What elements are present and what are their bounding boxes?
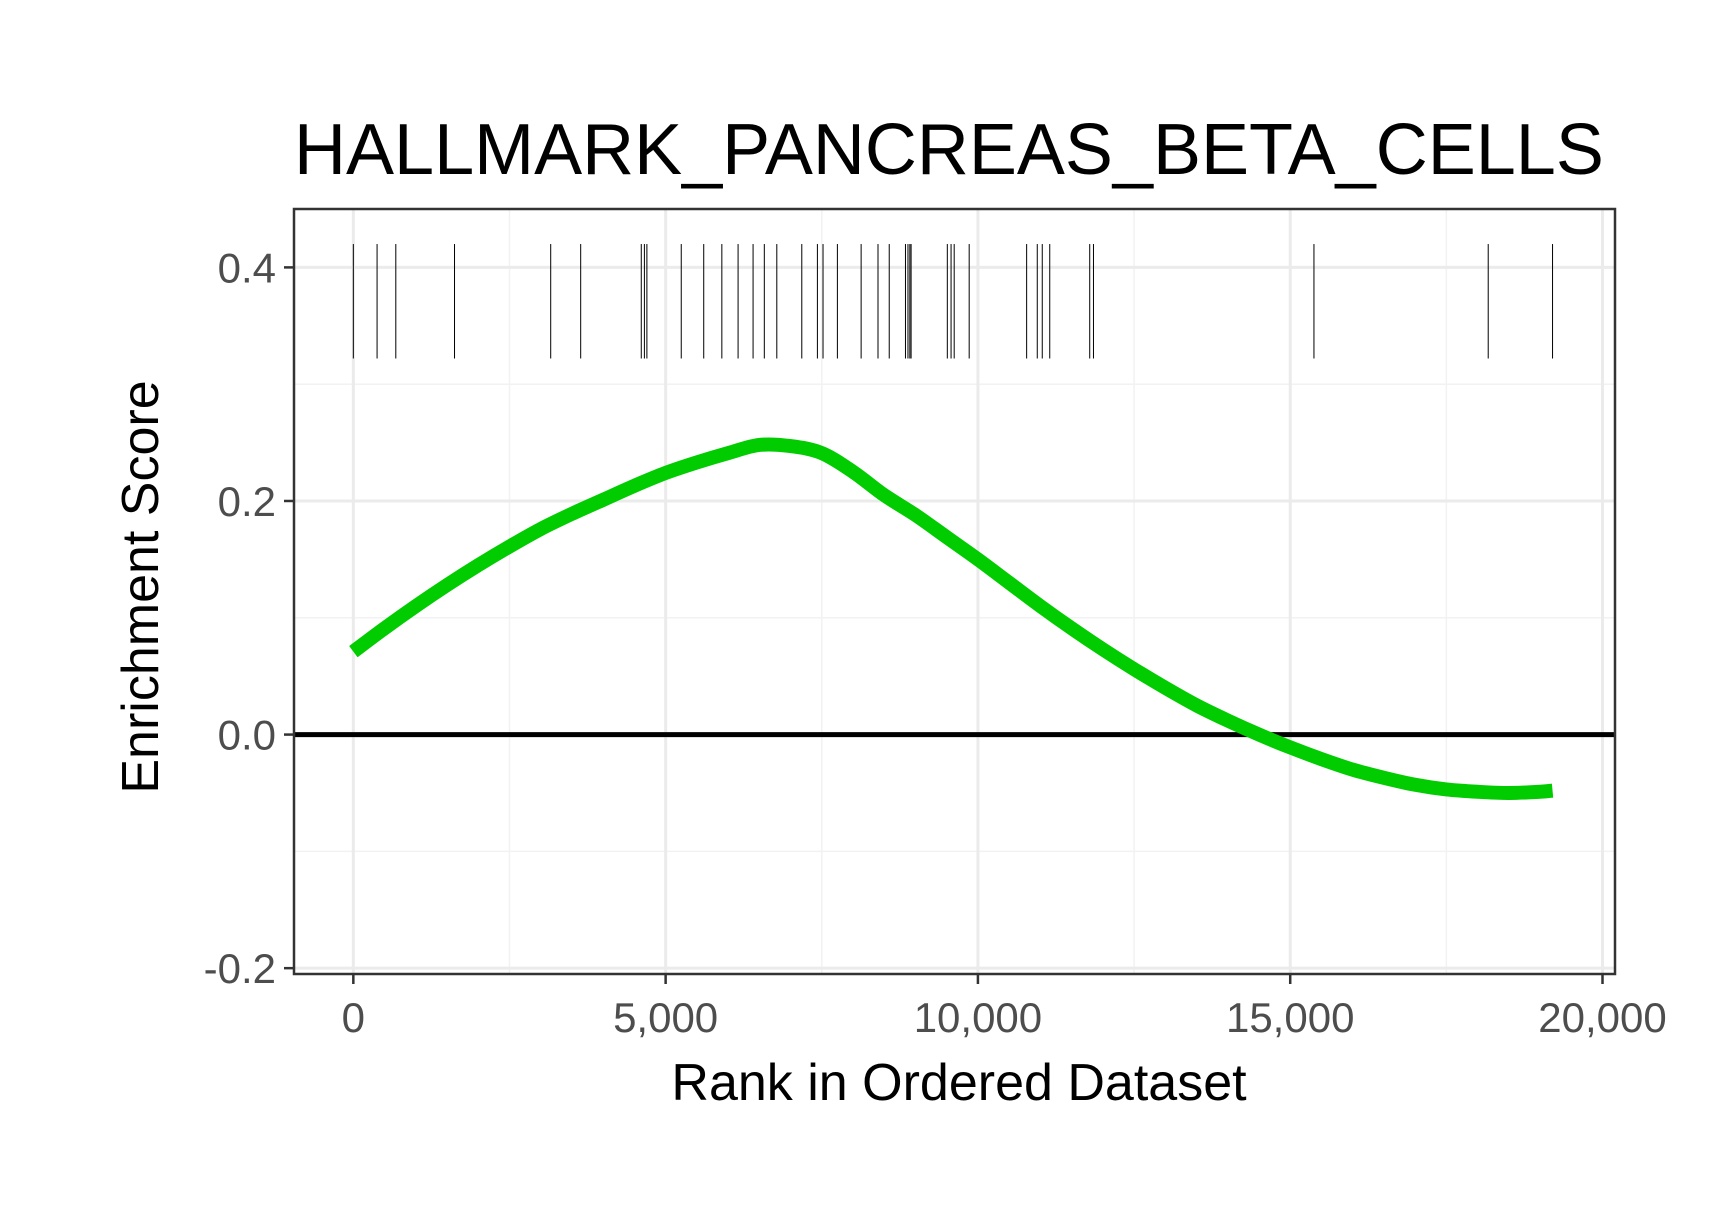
x-tick-label: 15,000 bbox=[1226, 994, 1354, 1041]
x-tick-label: 5,000 bbox=[613, 994, 718, 1041]
y-axis-title: Enrichment Score bbox=[112, 380, 170, 793]
y-tick-label: 0.4 bbox=[218, 244, 276, 291]
enrichment-score-line bbox=[349, 437, 1554, 800]
y-tick-label: 0.2 bbox=[218, 478, 276, 525]
x-axis-title: Rank in Ordered Dataset bbox=[671, 1054, 1247, 1112]
panel-border bbox=[292, 207, 1617, 976]
y-tick-label: -0.2 bbox=[204, 945, 276, 992]
plot-area: 0 5,000 10,000 15,000 20,000 -0.2 0.0 0.2 0.4 bbox=[204, 207, 1667, 1041]
x-tick-label: 20,000 bbox=[1538, 994, 1666, 1041]
chart-title: HALLMARK_PANCREAS_BETA_CELLS bbox=[294, 110, 1604, 190]
x-tick-label: 10,000 bbox=[914, 994, 1042, 1041]
y-tick-label: 0.0 bbox=[218, 712, 276, 759]
x-tick-label: 0 bbox=[342, 994, 365, 1041]
